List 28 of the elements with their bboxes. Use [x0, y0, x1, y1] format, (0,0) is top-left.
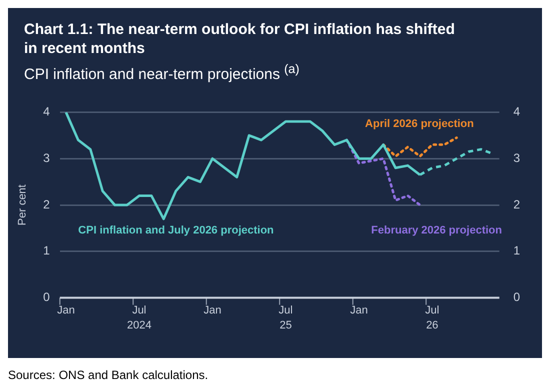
y2-tick-label: 4 — [513, 104, 520, 119]
series-label: April 2026 projection — [365, 118, 474, 130]
y2-tick-label: 1 — [513, 244, 520, 258]
chart-title: Chart 1.1: The near-term outlook for CPI inflation has shifted in recent months — [23, 20, 456, 58]
text: 26 — [426, 319, 438, 332]
chart-subtitle: CPI inflation and near-term projections $^{(a)}$ — [23, 62, 300, 83]
y-axis-title: Per cent — [16, 184, 29, 226]
x-tick-label: Jan — [57, 304, 75, 316]
y-tick-label: 4 — [43, 104, 50, 119]
x-tick-label: Jan — [350, 304, 368, 316]
text: February 2026 projection — [371, 224, 502, 237]
text: 25 — [280, 319, 292, 332]
y-tick-label: 1 — [43, 244, 50, 258]
series-label: CPI inflation and July 2026 projection — [78, 224, 274, 237]
y2-tick-label: 3 — [513, 150, 520, 165]
text: 2024 — [126, 319, 152, 332]
y-tick-label: 3 — [43, 150, 50, 165]
y2-tick-label: 2 — [513, 197, 520, 212]
x-tick-label: Jan — [204, 304, 222, 316]
x-tick-label: Jul — [132, 304, 146, 316]
line-series — [382, 136, 458, 158]
x-tick-label: Jul — [425, 304, 440, 316]
y-tick-label: 0 — [43, 290, 50, 304]
source-note: Sources: ONS and Bank calculations. — [8, 368, 210, 382]
x-tick-label: Jul — [278, 304, 293, 316]
y2-tick-label: 0 — [513, 290, 520, 304]
y-tick-label: 2 — [43, 197, 50, 212]
line-series — [345, 138, 422, 206]
